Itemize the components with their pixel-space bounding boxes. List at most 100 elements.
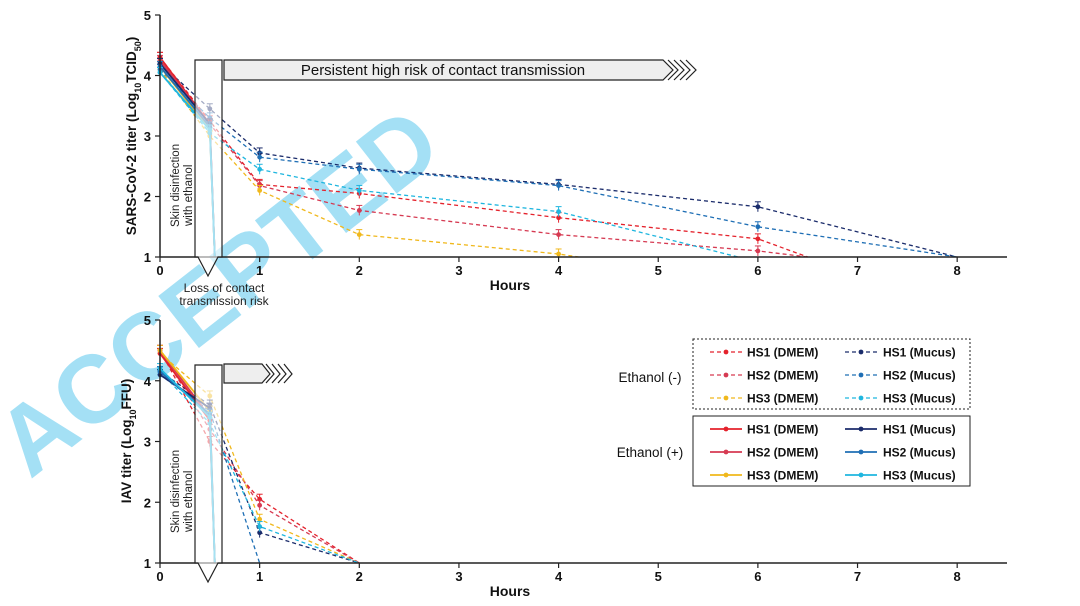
top-ylabel-tail: TCID xyxy=(124,51,139,83)
legend-group-minus: Ethanol (-) xyxy=(618,370,681,385)
bottom-risk-arrow xyxy=(223,363,293,384)
top-point-hs3-dmem xyxy=(356,232,362,238)
legend-group-plus: Ethanol (+) xyxy=(617,445,683,460)
top-ylabel: SARS-CoV-2 titer (Log10TCID50) xyxy=(124,37,143,236)
bottom-series-hs2-mucus-ethanol-minus xyxy=(159,374,261,564)
bottom-x-tick-label: 2 xyxy=(356,569,363,584)
bottom-risk-chevron-4 xyxy=(283,363,293,384)
top-point-hs2-mucus xyxy=(556,183,561,189)
top-ylabel-sub2: 50 xyxy=(133,41,143,51)
bottom-disinfection-box xyxy=(194,364,223,584)
legend: Ethanol (-) Ethanol (+) HS1 (DMEM) HS1 (M… xyxy=(617,338,971,487)
bottom-y-tick-label: 1 xyxy=(144,556,151,571)
top-risk-chevron-4 xyxy=(685,59,697,81)
legend-label-hs2-dmem: HS2 (DMEM) xyxy=(747,369,818,383)
top-point-hs1-mucus xyxy=(755,204,761,210)
legend-marker xyxy=(858,472,864,478)
top-point-hs1-dmem xyxy=(556,215,561,221)
top-x-tick-label: 6 xyxy=(754,263,761,278)
bottom-series-hs2-dmem-ethanol-minus xyxy=(159,350,360,564)
top-risk-chevron-1 xyxy=(667,59,679,81)
top-y-tick-label: 1 xyxy=(144,250,151,265)
legend-marker xyxy=(858,395,864,401)
bottom-series-hs3-mucus-ethanol-minus xyxy=(159,371,360,564)
bottom-y-tick-label: 5 xyxy=(144,313,151,328)
bottom-x-tick-label: 6 xyxy=(754,569,761,584)
top-x-tick-label: 5 xyxy=(655,263,662,278)
legend-label-hs2-dmem: HS2 (DMEM) xyxy=(747,446,818,460)
bottom-ylabel: IAV titer (Log10FFU) xyxy=(119,379,138,504)
bottom-x-tick-label: 0 xyxy=(156,569,163,584)
legend-marker xyxy=(723,449,729,455)
bottom-risk-arrow-body xyxy=(223,363,271,384)
top-below-text-1: Loss of contact xyxy=(184,281,265,295)
top-x-tick-label: 2 xyxy=(356,263,363,278)
bottom-xlabel: Hours xyxy=(490,583,531,599)
bottom-risk-chevron-3 xyxy=(277,363,287,384)
top-point-hs2-dmem xyxy=(356,208,362,213)
legend-marker xyxy=(723,372,729,378)
top-risk-arrow: Persistent high risk of contact transmis… xyxy=(223,59,697,81)
bottom-risk-chevron-2 xyxy=(271,363,281,384)
bottom-point-hs3-dmem xyxy=(257,516,263,522)
top-point-hs3-mucus xyxy=(356,188,362,193)
top-point-hs2-mucus xyxy=(356,166,362,172)
legend-marker xyxy=(723,426,729,432)
top-ylabel-sub: 10 xyxy=(133,83,143,93)
top-point-hs3-dmem xyxy=(257,188,263,193)
top-xlabel: Hours xyxy=(490,277,531,293)
top-below-text-2: transmission risk xyxy=(179,294,269,308)
bottom-point-hs2-dmem xyxy=(257,502,263,508)
legend-label-hs3-mucus: HS3 (Mucus) xyxy=(883,469,956,483)
legend-label-hs3-mucus: HS3 (Mucus) xyxy=(883,392,956,406)
legend-marker xyxy=(858,372,864,378)
legend-label-hs1-mucus: HS1 (Mucus) xyxy=(883,423,956,437)
bottom-series-hs3-dmem-ethanol-minus xyxy=(159,352,360,564)
bottom-ylabel-tail: FFU) xyxy=(119,379,134,410)
bottom-box-label-2: with ethanol xyxy=(183,471,195,533)
top-point-hs3-dmem xyxy=(556,251,561,257)
top-ylabel-main: SARS-CoV-2 titer (Log xyxy=(124,93,139,236)
bottom-y-tick-label: 4 xyxy=(144,374,152,389)
top-x-tick-label: 0 xyxy=(156,263,163,278)
bottom-x-tick-label: 4 xyxy=(555,569,563,584)
top-y-tick-label: 4 xyxy=(144,69,152,84)
bottom-x-tick-label: 1 xyxy=(256,569,263,584)
top-risk-arrow-text: Persistent high risk of contact transmis… xyxy=(301,62,585,79)
legend-label-hs1-dmem: HS1 (DMEM) xyxy=(747,346,818,360)
legend-marker xyxy=(858,449,864,455)
bottom-y-tick-label: 3 xyxy=(144,435,151,450)
top-x-tick-label: 7 xyxy=(854,263,861,278)
top-risk-chevron-2 xyxy=(673,59,685,81)
top-point-hs1-dmem xyxy=(755,236,761,242)
top-risk-arrow-body xyxy=(223,59,674,81)
legend-marker xyxy=(723,349,729,355)
top-x-tick-label: 3 xyxy=(455,263,462,278)
top-x-tick-label: 8 xyxy=(954,263,961,278)
legend-marker xyxy=(858,349,864,355)
bottom-ylabel-sub: 10 xyxy=(128,409,138,419)
top-x-tick-label: 1 xyxy=(256,263,263,278)
top-x-tick-label: 4 xyxy=(555,263,563,278)
top-box-label-2: with ethanol xyxy=(183,165,195,227)
legend-label-hs3-dmem: HS3 (DMEM) xyxy=(747,392,818,406)
legend-marker xyxy=(858,426,864,432)
top-y-tick-label: 5 xyxy=(144,8,151,23)
legend-label-hs3-dmem: HS3 (DMEM) xyxy=(747,469,818,483)
legend-label-hs1-mucus: HS1 (Mucus) xyxy=(883,346,956,360)
top-series-hs3-dmem-ethanol-minus xyxy=(159,69,579,258)
legend-label-hs2-mucus: HS2 (Mucus) xyxy=(883,369,956,383)
top-ylabel-close: ) xyxy=(124,37,139,42)
legend-marker xyxy=(723,472,729,478)
bottom-point-hs1-mucus xyxy=(257,530,263,536)
top-point-hs3-mucus xyxy=(257,166,263,172)
top-point-hs2-dmem xyxy=(755,248,761,254)
top-disinfection-box xyxy=(194,59,223,278)
bottom-box-label-1: Skin disinfection xyxy=(170,450,182,533)
bottom-x-tick-label: 3 xyxy=(455,569,462,584)
legend-label-hs1-dmem: HS1 (DMEM) xyxy=(747,423,818,437)
legend-box-ethanol-minus xyxy=(692,338,971,410)
